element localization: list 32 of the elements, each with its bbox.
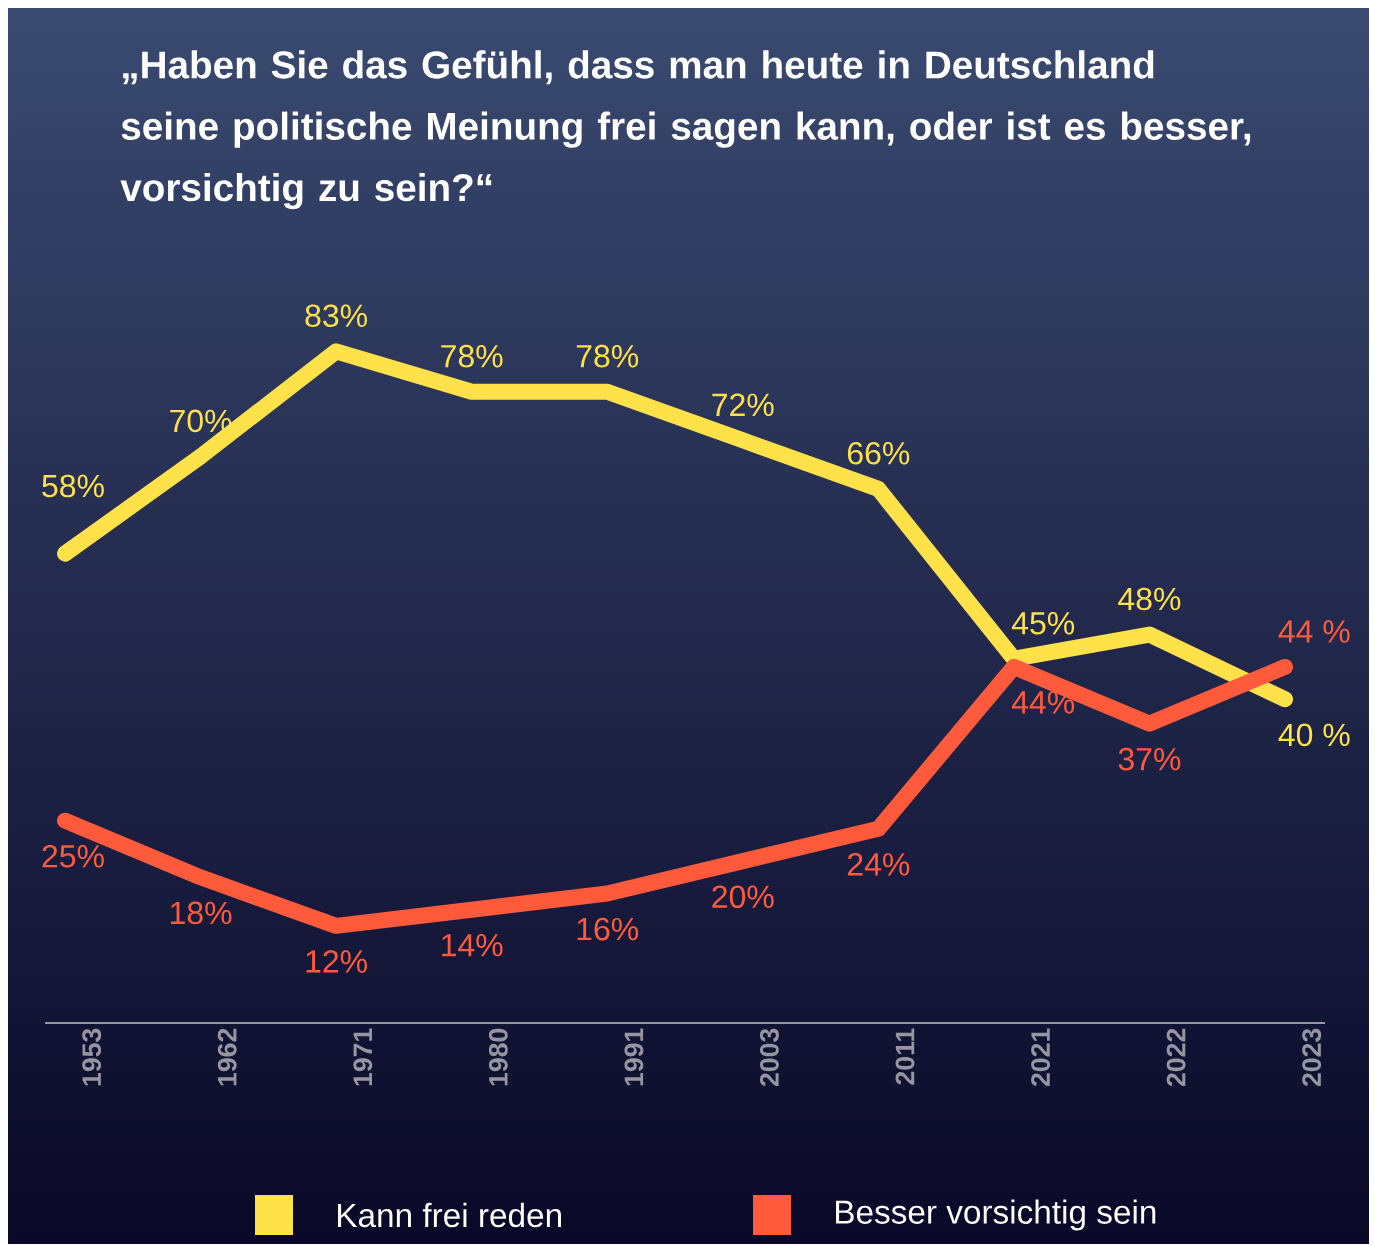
data-label: 16% bbox=[577, 917, 639, 941]
data-label: 12% bbox=[306, 950, 367, 973]
data-label: 37% bbox=[1118, 747, 1181, 771]
x-tick-label: 2021 bbox=[1031, 1028, 1050, 1087]
data-label: 20% bbox=[712, 885, 774, 909]
data-label: 40 % bbox=[1278, 723, 1350, 747]
x-tick-label: 2023 bbox=[1302, 1028, 1322, 1087]
x-tick-label: 1953 bbox=[82, 1028, 102, 1086]
x-tick-label: 1962 bbox=[217, 1028, 237, 1086]
data-label: 45% bbox=[1011, 612, 1075, 635]
x-tick-label: 1991 bbox=[624, 1028, 644, 1086]
data-label: 14% bbox=[442, 933, 503, 957]
data-label: 25% bbox=[42, 844, 104, 868]
data-label: 44% bbox=[1011, 691, 1075, 714]
data-label: 58% bbox=[42, 474, 104, 498]
data-label: 24% bbox=[847, 853, 910, 876]
legend-label: Besser vorsichtig sein bbox=[836, 1199, 1156, 1231]
x-tick-label: 2003 bbox=[760, 1028, 779, 1087]
legend-label: Kann frei reden bbox=[338, 1202, 561, 1228]
x-tick-label: 1980 bbox=[488, 1028, 508, 1086]
data-label: 48% bbox=[1118, 587, 1181, 611]
x-tick-label: 2022 bbox=[1166, 1028, 1186, 1087]
x-tick-label: 2011 bbox=[895, 1028, 915, 1085]
data-label: 83% bbox=[305, 304, 367, 328]
chart-title: „Haben Sie das Gefühl, dass man heute in Deutschland seine politische Meinung frei sagen kann, oder ist es besser, vorsichtig zu sein?“ bbox=[120, 50, 1251, 210]
data-label: 44 % bbox=[1278, 620, 1350, 643]
data-label: 78% bbox=[441, 344, 503, 368]
data-label: 78% bbox=[576, 344, 639, 368]
data-label: 18% bbox=[170, 901, 232, 925]
data-label: 72% bbox=[712, 393, 774, 417]
x-tick-label: 1971 bbox=[353, 1028, 373, 1086]
data-label: 66% bbox=[847, 441, 910, 465]
